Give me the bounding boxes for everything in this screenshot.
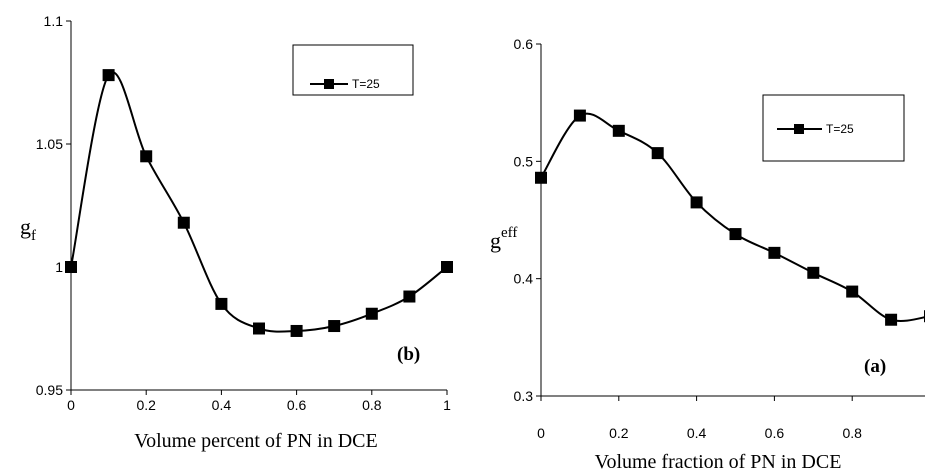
data-point-a [846,285,859,298]
legend-label-b: T=25 [352,77,380,91]
chart-panel-b: 0.95 1 1.05 1.1 0 0.2 0.4 0.6 0.8 1 gf Volume per… [20,13,453,452]
data-point-a [690,196,703,209]
y-tick-label-a: 0.5 [514,153,534,169]
y-tick-label-b: 0.95 [36,382,63,398]
x-tick-label-b: 0.8 [362,397,382,413]
series-line-b [70,71,448,333]
data-point-a [535,171,547,184]
x-tick-label-b: 0.6 [287,397,307,413]
data-point-b [253,322,265,335]
y-tick-label-b: 1.1 [44,13,64,29]
legend-b: T=25 [292,44,414,96]
data-point-a [885,313,898,326]
x-tick-label-a: 0.4 [687,425,707,441]
panel-label-b: (b) [397,344,420,365]
x-tick-label-a: 0.8 [842,425,862,441]
legend-label-a: T=25 [826,122,854,136]
x-tick-label-a: 0 [537,425,545,441]
x-tick-label-a: 0.6 [765,425,785,441]
legend-a: T=25 [762,94,905,162]
data-point-a [573,109,586,122]
y-axis-title-b: gf [20,214,36,244]
y-axis-title-b-subscript: f [31,228,36,244]
y-tick-label-b: 1.05 [36,136,63,152]
legend-box-b [292,44,414,96]
y-tick-label-a: 0.3 [514,388,534,404]
data-point-b [365,307,378,320]
x-tick-label-b: 0.4 [212,397,232,413]
y-axis-title-a: geff [490,225,517,253]
data-point-a [729,228,742,241]
data-point-b [328,320,341,333]
legend-marker-a [794,124,804,134]
data-point-b [441,261,453,273]
panel-label-a: (a) [864,356,886,377]
x-tick-label-b: 0.2 [136,397,156,413]
x-tick-label-a: 0.2 [609,425,629,441]
chart-panel-a: 0.3 0.4 0.5 0.6 0 0.2 0.4 0.6 0.8 geff Volume fr… [490,36,925,473]
data-point-a [768,246,781,259]
data-point-b [290,324,303,337]
y-tick-label-b: 1 [55,259,63,275]
y-axis-title-a-superscript: eff [501,225,517,241]
y-tick-label-a: 0.4 [514,271,534,287]
data-point-b [177,216,190,229]
data-point-b [140,150,153,163]
data-point-b [215,297,228,310]
data-point-b [403,290,416,303]
x-axis-title-b: Volume percent of PN in DCE [134,430,378,452]
y-axis-title-b-main: g [20,214,31,239]
plot-area-b: 0.95 1 1.05 1.1 0 0.2 0.4 0.6 0.8 1 [36,13,453,413]
data-point-a [807,266,820,279]
legend-marker-b [324,79,334,89]
data-point-a [651,147,664,160]
x-axis-title-a: Volume fraction of PN in DCE [595,451,842,473]
y-axis-title-a-main: g [490,228,501,253]
y-tick-label-a: 0.6 [514,36,534,52]
x-tick-label-b: 1 [443,397,451,413]
x-tick-label-b: 0 [67,397,75,413]
plot-area-a: 0.3 0.4 0.5 0.6 0 0.2 0.4 0.6 0.8 [514,36,925,441]
data-point-a [612,124,625,137]
data-point-b [65,261,77,273]
data-point-b [102,69,115,82]
